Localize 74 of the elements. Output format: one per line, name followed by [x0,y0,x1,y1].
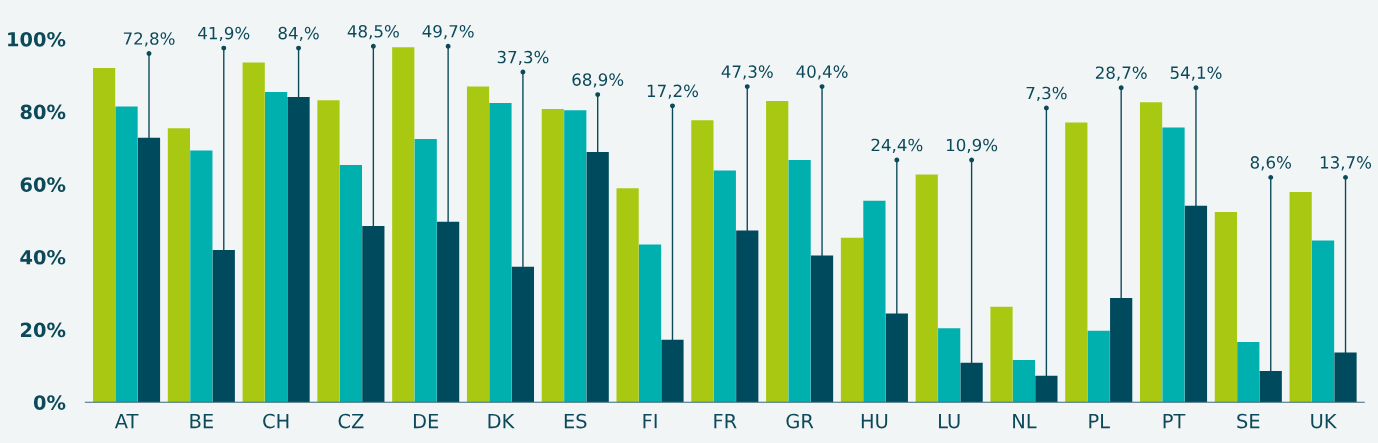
y-tick-label: 100% [8,31,66,47]
x-tick-label: BE [190,413,213,429]
bar [915,174,938,403]
y-tick-label: 60% [20,177,66,192]
bar [93,68,116,403]
bar [713,170,736,403]
data-label: 84,% [278,26,319,42]
x-tick-label: PT [1163,413,1186,429]
bar [1289,191,1312,403]
x-tick-label: CZ [338,413,364,429]
bar [863,200,886,403]
data-label: 8,6% [1250,156,1291,171]
data-label: 28,7% [1095,66,1147,81]
bar [990,306,1013,403]
bar [167,128,191,403]
bar [190,150,213,403]
bar [1214,211,1237,403]
bar [265,92,288,403]
bar [1087,330,1110,403]
bar [489,102,512,403]
bar [466,86,490,403]
data-label: 17,2% [647,84,699,99]
data-label: 13,7% [1320,156,1372,171]
bar [840,237,864,403]
bar [564,110,587,403]
bar [1065,122,1088,403]
x-tick-label: LU [939,413,960,429]
y-tick-label: 20% [20,322,66,338]
bar [691,120,714,403]
data-label: 24,4% [871,138,923,153]
x-tick-label: FI [643,413,657,429]
bar [1237,341,1260,403]
bar [242,62,265,403]
data-label: 7,3% [1026,86,1067,102]
x-tick-label: PL [1089,413,1110,429]
bar [1311,240,1335,403]
bar [1139,102,1163,403]
bar [541,109,564,403]
y-tick-label: 80% [20,104,66,120]
x-tick-label: UK [1311,413,1337,429]
data-label: 47,3% [721,65,773,80]
bar [317,100,340,403]
data-label: 10,9% [946,138,998,153]
bar [638,244,662,403]
x-tick-label: DE [413,413,439,429]
data-label: 40,4% [796,65,848,80]
x-tick-label: ES [564,413,587,429]
data-label: 72,8% [123,32,175,47]
x-tick-label: SE [1237,413,1260,429]
bar [1162,127,1185,403]
x-tick-label: GR [786,413,814,429]
x-tick-label: FR [714,413,737,429]
bar [766,101,789,403]
bar [115,106,138,403]
data-label: 68,9% [572,73,624,88]
x-tick-label: AT [114,413,139,429]
y-tick-label: 40% [20,249,66,265]
bar [392,47,415,403]
x-tick-label: DK [488,413,515,429]
data-label: 49,7% [422,24,474,40]
bar [414,138,437,403]
data-label: 48,5% [347,24,399,40]
data-label: 41,9% [198,26,250,42]
x-tick-label: NL [1013,413,1037,429]
x-tick-label: HU [861,413,888,429]
data-label: 54,1% [1170,66,1222,81]
data-label: 37,3% [497,50,549,66]
y-tick-label: 0% [33,395,66,410]
bar [616,188,639,403]
bar [1012,360,1036,403]
bar [938,328,961,403]
bar [339,165,363,403]
x-tick-label: CH [263,413,289,429]
bar [788,159,811,403]
